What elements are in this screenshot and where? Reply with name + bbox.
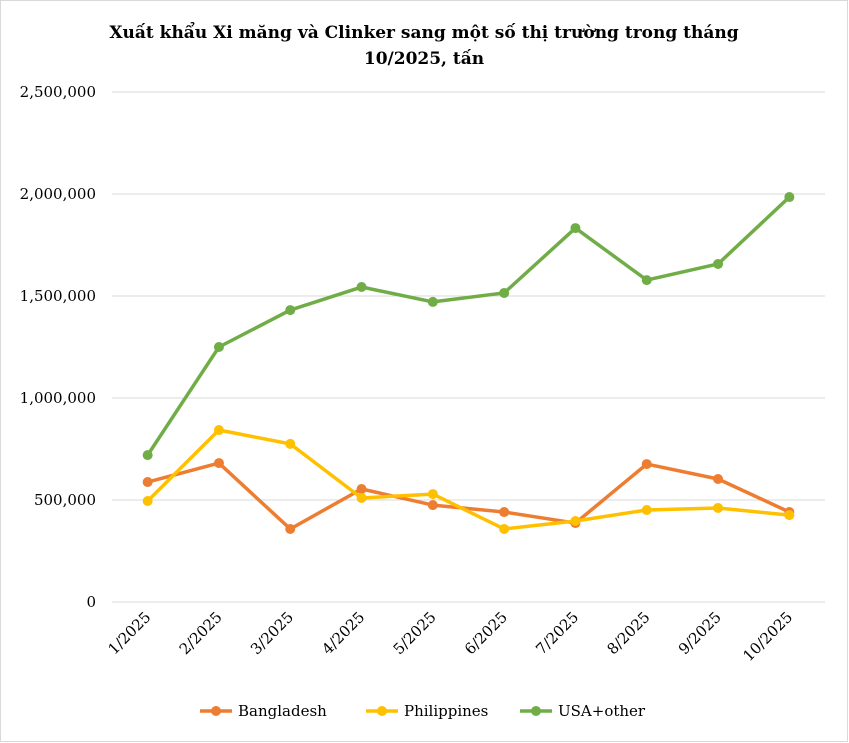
y-tick-label: 2,500,000 xyxy=(20,83,96,101)
data-point xyxy=(427,296,438,307)
series-line xyxy=(146,195,791,457)
legend-marker xyxy=(377,706,387,716)
y-tick-label: 1,500,000 xyxy=(20,287,96,305)
data-point xyxy=(213,425,224,436)
data-point xyxy=(641,504,652,515)
data-point xyxy=(427,500,438,511)
data-point xyxy=(713,473,724,484)
legend-item-philippines: Philippines xyxy=(366,702,488,720)
y-tick-label: 2,000,000 xyxy=(20,185,96,203)
chart-title-line-2: 10/2025, tấn xyxy=(364,49,484,69)
data-point xyxy=(499,507,510,518)
data-point xyxy=(356,492,367,503)
y-tick-label: 500,000 xyxy=(34,491,96,509)
data-point xyxy=(570,223,581,234)
series-group xyxy=(142,192,795,534)
legend-marker xyxy=(211,706,221,716)
data-point xyxy=(213,458,224,469)
legend-label: Bangladesh xyxy=(238,702,327,720)
data-point xyxy=(641,459,652,470)
legend-label: USA+other xyxy=(558,702,646,720)
data-point xyxy=(641,275,652,286)
data-point xyxy=(356,483,367,494)
legend-marker xyxy=(531,706,541,716)
y-tick-label: 0 xyxy=(86,593,96,611)
data-point xyxy=(784,192,795,203)
series-line xyxy=(147,461,791,531)
data-point xyxy=(356,282,367,293)
series-philippines xyxy=(142,425,795,534)
legend-label: Philippines xyxy=(404,702,488,720)
legend-item-usa-other: USA+other xyxy=(520,702,646,720)
data-point xyxy=(142,477,153,488)
data-point xyxy=(499,287,510,298)
legend: Bangladesh Philippines USA+other xyxy=(200,702,646,720)
gridlines xyxy=(112,91,825,603)
y-axis-ticks: 0 500,000 1,000,000 1,500,000 2,000,000 2,500… xyxy=(20,83,96,611)
legend-item-bangladesh: Bangladesh xyxy=(200,702,327,720)
data-point xyxy=(142,450,153,461)
data-point xyxy=(213,342,224,352)
data-point xyxy=(285,523,296,534)
data-point xyxy=(784,510,795,521)
chart-title-line-1: Xuất khẩu Xi măng và Clinker sang một số… xyxy=(109,21,738,43)
series-line xyxy=(146,428,790,531)
data-point xyxy=(285,438,296,449)
data-point xyxy=(142,496,153,507)
data-point xyxy=(499,523,510,534)
data-point xyxy=(713,502,724,513)
data-point xyxy=(427,489,438,500)
y-tick-label: 1,000,000 xyxy=(20,389,96,407)
data-point xyxy=(570,516,581,527)
series-usa-other xyxy=(142,192,795,461)
data-point xyxy=(285,305,296,316)
data-point xyxy=(713,258,724,269)
